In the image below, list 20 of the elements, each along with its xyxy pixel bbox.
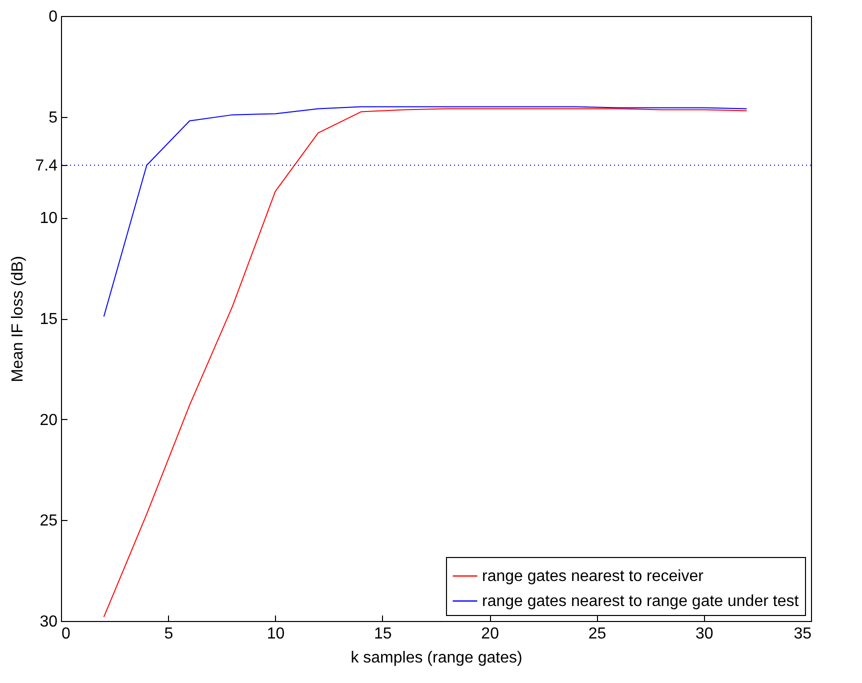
x-tick-label: 5 bbox=[164, 626, 174, 642]
x-tick-label: 10 bbox=[266, 626, 285, 642]
x-tick-label: 25 bbox=[588, 626, 606, 642]
y-tick-label: 10 bbox=[40, 210, 58, 228]
legend-label: range gates nearest to range gate under test bbox=[482, 593, 800, 610]
y-axis-title: Mean IF loss (dB) bbox=[9, 256, 26, 382]
x-axis-title: k samples (range gates) bbox=[350, 650, 522, 666]
y-tick-label: 7.4 bbox=[35, 158, 58, 175]
y-tick-label: 15 bbox=[40, 311, 58, 328]
x-tick-label: 0 bbox=[62, 626, 70, 642]
x-tick-label: 35 bbox=[794, 626, 812, 642]
y-tick-label: 30 bbox=[40, 614, 58, 630]
legend-label: range gates nearest to receiver bbox=[482, 568, 704, 585]
x-tick-label: 20 bbox=[481, 626, 500, 642]
x-tick-label: 30 bbox=[695, 626, 714, 642]
x-tick-label: 15 bbox=[374, 626, 392, 642]
y-tick-label: 0 bbox=[48, 8, 58, 26]
y-tick-label: 20 bbox=[40, 412, 58, 429]
y-tick-label: 5 bbox=[48, 109, 58, 126]
y-tick-label: 25 bbox=[40, 512, 58, 530]
